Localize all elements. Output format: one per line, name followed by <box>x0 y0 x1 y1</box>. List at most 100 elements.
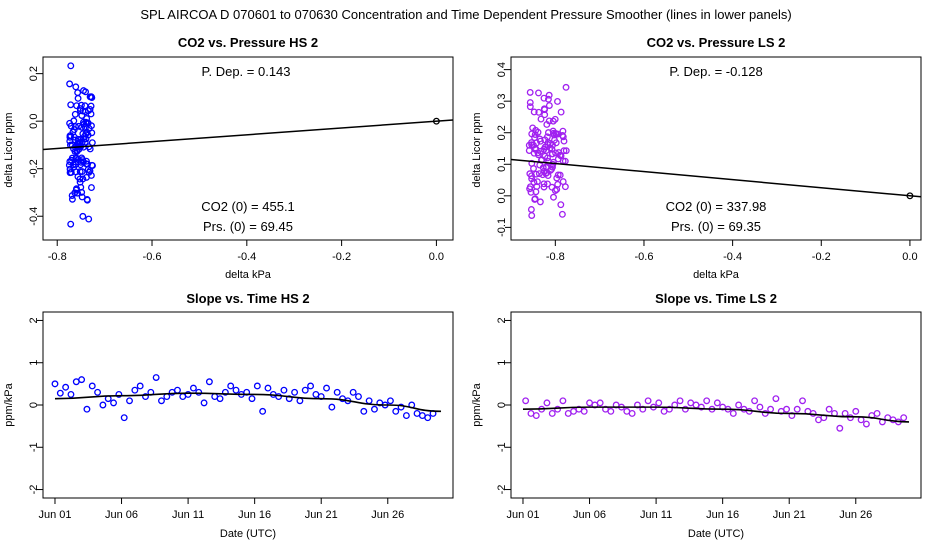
data-point <box>703 397 711 405</box>
pressure-dependence-annotation: P. Dep. = -0.128 <box>669 64 762 79</box>
y-tick-label: 0.0 <box>28 114 40 129</box>
data-point <box>537 156 545 164</box>
data-point <box>78 376 86 384</box>
data-point <box>85 215 93 223</box>
data-point <box>74 189 82 197</box>
data-point <box>547 166 555 174</box>
y-axis-label: ppm/kPa <box>471 382 483 426</box>
data-point <box>76 168 84 176</box>
data-point <box>543 399 551 407</box>
data-point <box>554 180 562 188</box>
data-point <box>82 118 90 126</box>
x-tick-label: -0.6 <box>634 251 653 263</box>
data-point <box>548 410 556 417</box>
data-point <box>531 134 539 141</box>
data-point <box>545 102 553 109</box>
x-axis-label: Date (UTC) <box>220 528 276 540</box>
data-point <box>852 407 860 415</box>
data-point <box>386 397 394 405</box>
y-tick-label: 0.0 <box>496 188 508 203</box>
data-point <box>184 390 192 398</box>
data-point <box>767 405 775 413</box>
data-point <box>562 147 570 155</box>
y-tick-label: -2 <box>28 485 40 495</box>
data-point <box>544 154 551 162</box>
y-tick-label: 2 <box>496 317 508 323</box>
data-point <box>307 382 315 390</box>
data-point <box>559 127 567 135</box>
data-point <box>296 397 304 405</box>
plot-frame <box>42 56 454 241</box>
x-tick-label: Jun 16 <box>238 509 271 521</box>
y-tick-label: -0.1 <box>496 218 508 237</box>
data-point <box>735 401 743 409</box>
x-tick-label: -0.2 <box>332 251 351 263</box>
x-tick-label: Jun 21 <box>773 509 806 521</box>
data-point <box>280 386 288 394</box>
panel-title: CO2 vs. Pressure HS 2 <box>178 35 318 50</box>
fit-line <box>511 158 921 198</box>
data-point <box>862 420 870 428</box>
panel-co2-vs-pressure-hs: CO2 vs. Pressure HS 2 delta kPa delta Li… <box>3 35 454 281</box>
y-tick-label: 0 <box>496 402 508 408</box>
data-point <box>665 405 673 413</box>
x-tick-label: Jun 01 <box>506 509 539 521</box>
data-point <box>333 388 341 396</box>
y-tick-label: 0 <box>28 402 40 408</box>
data-point <box>56 389 64 397</box>
data-point <box>120 414 128 422</box>
data-point <box>729 410 737 417</box>
data-point <box>66 132 74 140</box>
data-point <box>530 108 538 116</box>
data-point <box>72 83 80 91</box>
data-point <box>99 401 107 409</box>
data-point <box>545 91 553 99</box>
x-tick-label: 0.0 <box>902 251 917 263</box>
data-point <box>115 390 123 398</box>
data-point <box>534 128 542 136</box>
y-axis-label: delta Licor ppm <box>3 112 15 187</box>
data-point <box>526 185 534 193</box>
x-tick-label: 0.0 <box>429 251 444 263</box>
data-point <box>397 403 405 411</box>
data-point <box>548 145 556 153</box>
data-point <box>644 397 652 405</box>
data-point <box>549 117 557 125</box>
data-point <box>535 108 543 116</box>
data-point <box>628 410 636 417</box>
y-tick-label: -0.4 <box>28 207 40 226</box>
data-point <box>74 94 82 102</box>
x-axis-label: delta kPa <box>693 269 740 281</box>
data-point <box>94 388 102 396</box>
data-point <box>195 388 203 396</box>
data-point <box>68 192 76 199</box>
data-point <box>152 374 160 381</box>
data-point <box>83 405 91 413</box>
x-tick-label: -0.2 <box>812 251 831 263</box>
data-point <box>531 195 539 203</box>
data-point <box>539 171 547 179</box>
data-point <box>554 98 561 105</box>
data-point <box>530 165 537 172</box>
data-point <box>70 117 78 125</box>
data-point <box>86 167 94 175</box>
data-point <box>841 410 849 417</box>
data-point <box>349 388 357 396</box>
data-point <box>142 393 149 400</box>
fit-line <box>43 119 453 151</box>
data-point <box>540 167 548 175</box>
co2-intercept-annotation: CO2 (0) = 455.1 <box>201 199 295 214</box>
panel-title: Slope vs. Time HS 2 <box>186 291 309 306</box>
data-points <box>51 374 437 422</box>
data-point <box>756 403 764 411</box>
x-tick-label: Jun 11 <box>172 509 204 521</box>
data-point <box>259 407 267 415</box>
data-point <box>301 386 309 394</box>
data-point <box>541 143 549 151</box>
y-tick-label: 2 <box>28 317 40 323</box>
data-point <box>527 206 535 213</box>
x-tick-label: Jun 21 <box>305 509 338 521</box>
y-axis-label: delta Licor ppm <box>471 112 483 187</box>
data-point <box>533 178 541 186</box>
x-tick-label: Jun 26 <box>839 509 872 521</box>
